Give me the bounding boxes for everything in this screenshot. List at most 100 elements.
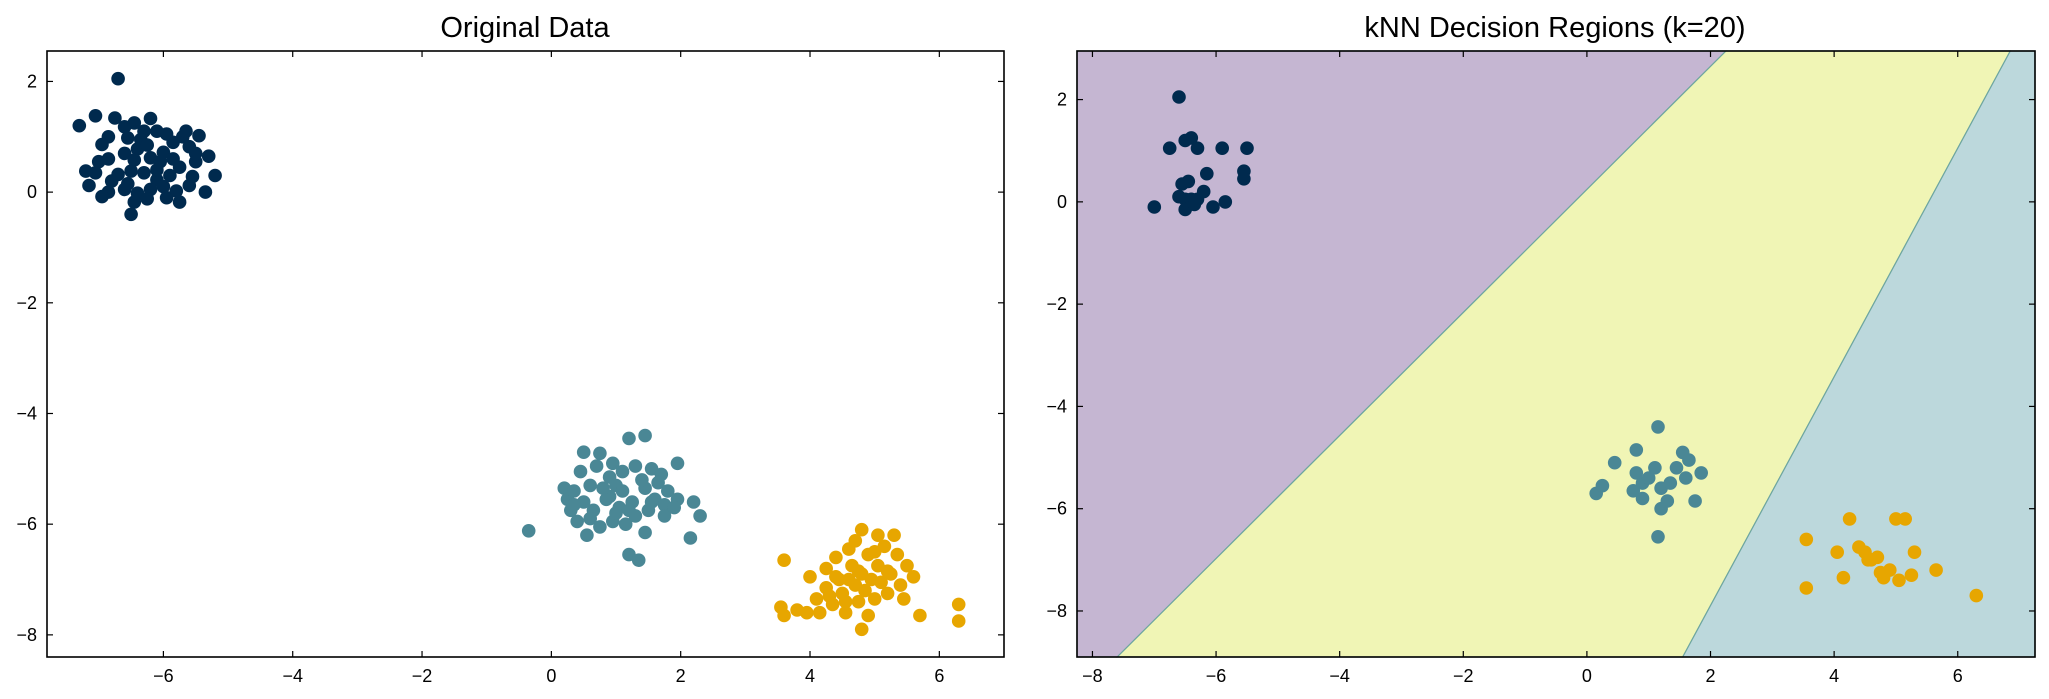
data-point-class-2 xyxy=(1864,553,1878,567)
data-point-class-1 xyxy=(683,531,698,545)
y-tick-label: 2 xyxy=(1057,90,1067,110)
data-point-class-0 xyxy=(95,189,109,204)
data-point-class-2 xyxy=(838,605,853,620)
data-point-class-0 xyxy=(1196,184,1211,199)
data-point-class-1 xyxy=(567,484,581,498)
data-point-class-1 xyxy=(580,528,594,542)
x-tick-label: 2 xyxy=(676,666,686,686)
data-point-class-0 xyxy=(163,168,177,183)
data-point-class-2 xyxy=(951,597,966,612)
data-point-class-1 xyxy=(1629,466,1644,480)
data-point-class-1 xyxy=(628,459,643,473)
data-point-class-1 xyxy=(1682,453,1696,467)
x-tick-label: 6 xyxy=(1953,666,1963,686)
data-point-class-0 xyxy=(108,111,122,125)
data-point-class-2 xyxy=(848,534,863,548)
x-tick-label: 4 xyxy=(805,666,815,686)
x-tick-label: −4 xyxy=(282,666,303,686)
data-point-class-1 xyxy=(1660,494,1675,508)
data-point-class-1 xyxy=(593,520,607,534)
data-point-class-0 xyxy=(95,137,109,152)
data-point-class-2 xyxy=(812,605,827,620)
data-point-class-0 xyxy=(1184,131,1199,145)
data-point-class-2 xyxy=(861,608,875,623)
data-point-class-2 xyxy=(1799,532,1814,547)
data-point-class-0 xyxy=(140,192,154,206)
axes-frame xyxy=(46,50,1005,658)
x-tick-label: −6 xyxy=(1206,666,1227,686)
data-point-class-2 xyxy=(893,578,908,592)
y-tick-label: −2 xyxy=(16,293,37,313)
data-point-class-2 xyxy=(1907,545,1922,559)
data-point-class-2 xyxy=(851,594,866,609)
data-point-class-0 xyxy=(198,185,213,199)
x-tick-label: −8 xyxy=(1082,666,1103,686)
data-point-class-1 xyxy=(570,514,584,529)
data-point-class-2 xyxy=(803,570,817,584)
data-point-class-1 xyxy=(1688,494,1702,508)
data-point-class-0 xyxy=(1237,172,1251,186)
data-point-class-2 xyxy=(777,553,791,567)
data-point-class-1 xyxy=(1669,461,1684,475)
y-tick-label: −4 xyxy=(1046,396,1067,416)
data-point-class-2 xyxy=(1929,563,1943,577)
data-point-class-2 xyxy=(854,622,869,637)
data-point-class-1 xyxy=(1641,471,1656,485)
data-point-class-2 xyxy=(1842,512,1857,526)
data-point-class-2 xyxy=(890,547,905,562)
data-point-class-1 xyxy=(638,525,652,540)
data-point-class-0 xyxy=(150,163,164,177)
data-point-class-1 xyxy=(1679,471,1693,485)
y-tick-label: 0 xyxy=(27,182,37,202)
y-tick-label: −6 xyxy=(16,514,37,534)
data-point-class-2 xyxy=(871,528,885,542)
data-point-class-1 xyxy=(1663,476,1678,490)
data-point-class-1 xyxy=(583,478,597,493)
data-point-class-0 xyxy=(192,128,206,143)
data-point-class-0 xyxy=(117,146,132,161)
y-tick-label: −6 xyxy=(1046,499,1067,519)
data-point-class-1 xyxy=(1651,530,1665,544)
data-point-class-0 xyxy=(124,164,138,178)
y-tick-label: −4 xyxy=(16,403,37,423)
data-point-class-1 xyxy=(573,464,588,479)
x-tick-label: 2 xyxy=(1706,666,1716,686)
data-point-class-1 xyxy=(1626,484,1641,498)
data-point-class-0 xyxy=(1190,141,1205,155)
data-point-class-2 xyxy=(880,586,895,601)
data-point-class-1 xyxy=(576,445,591,460)
data-point-class-2 xyxy=(1904,568,1919,582)
data-point-class-0 xyxy=(1215,141,1229,155)
data-point-class-1 xyxy=(615,464,630,479)
data-point-class-2 xyxy=(777,608,791,623)
data-point-class-0 xyxy=(1187,197,1202,212)
data-point-class-2 xyxy=(1969,588,1984,603)
y-tick-label: 2 xyxy=(27,71,37,91)
data-point-class-2 xyxy=(887,528,901,542)
x-tick-label: −2 xyxy=(412,666,433,686)
data-point-class-1 xyxy=(693,509,707,523)
data-point-class-1 xyxy=(596,481,610,496)
x-tick-label: −4 xyxy=(1329,666,1350,686)
data-point-class-1 xyxy=(651,475,665,490)
data-point-class-1 xyxy=(644,495,659,509)
data-point-class-0 xyxy=(117,182,132,197)
data-point-class-2 xyxy=(951,614,966,628)
data-point-class-2 xyxy=(1799,581,1814,595)
data-point-class-2 xyxy=(838,594,853,609)
data-point-class-1 xyxy=(1648,461,1662,475)
x-tick-label: 4 xyxy=(1829,666,1839,686)
data-point-class-1 xyxy=(583,511,597,526)
data-point-class-0 xyxy=(111,71,125,86)
data-point-class-2 xyxy=(851,564,866,578)
data-point-class-2 xyxy=(867,545,882,559)
data-point-class-1 xyxy=(606,456,620,471)
data-point-class-2 xyxy=(829,550,843,565)
y-tick-label: −8 xyxy=(1046,601,1067,621)
data-point-class-1 xyxy=(670,456,685,471)
data-point-class-1 xyxy=(609,506,623,520)
data-point-class-0 xyxy=(208,168,222,183)
data-point-class-0 xyxy=(169,184,184,198)
data-point-class-2 xyxy=(858,583,872,598)
